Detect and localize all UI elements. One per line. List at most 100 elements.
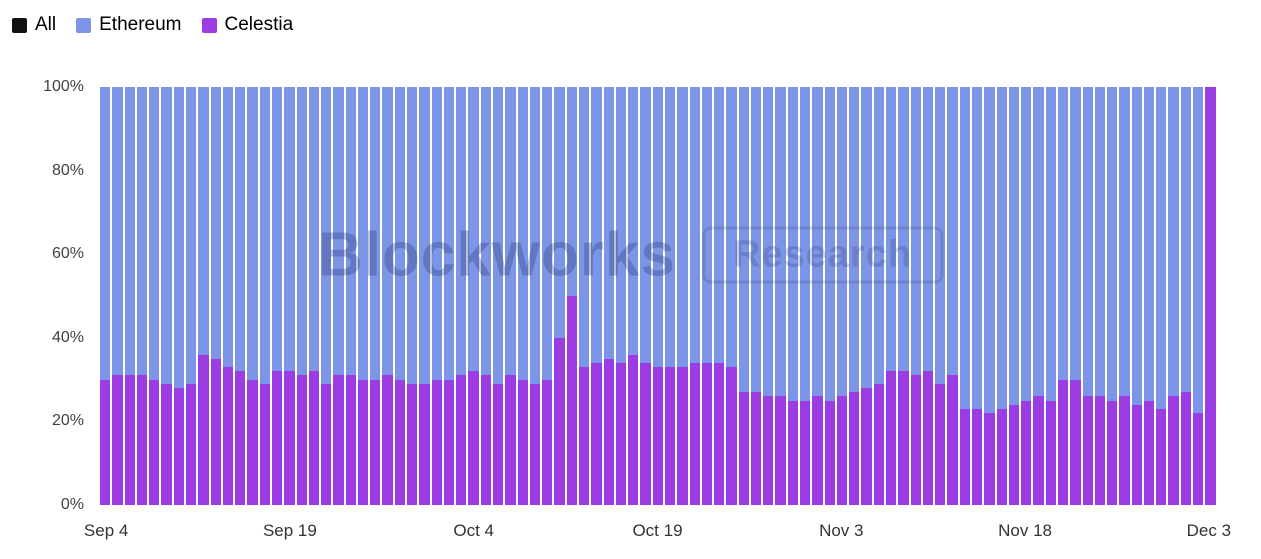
bar[interactable] [922,87,934,505]
bar[interactable] [100,87,111,505]
bar[interactable] [726,87,737,505]
bar[interactable] [456,87,467,505]
bar[interactable] [910,87,921,505]
bar[interactable] [1119,87,1130,505]
bar[interactable] [407,87,418,505]
bar[interactable] [1156,87,1167,505]
bar[interactable] [321,87,332,505]
bar[interactable] [628,87,639,505]
bar[interactable] [419,87,430,505]
bar[interactable] [603,87,614,505]
bar[interactable] [763,87,774,505]
bar[interactable] [652,87,663,505]
bar[interactable] [149,87,160,505]
bar[interactable] [1082,87,1093,505]
x-tick-label: Oct 4 [453,521,495,540]
bar[interactable] [775,87,786,505]
bar[interactable] [259,87,270,505]
bar[interactable] [542,87,553,505]
bar[interactable] [1168,87,1179,505]
bar[interactable] [873,87,884,505]
bar[interactable] [984,87,995,505]
bar[interactable] [136,87,148,505]
bar[interactable] [959,87,970,505]
bar[interactable] [222,87,234,505]
bar[interactable] [947,87,958,505]
bar-celestia-segment [456,375,467,505]
bar[interactable] [787,87,799,505]
bar[interactable] [1033,87,1044,505]
bar[interactable] [591,87,602,505]
bar[interactable] [394,87,406,505]
bar[interactable] [112,87,123,505]
legend-item-ethereum[interactable]: Ethereum [76,14,182,36]
bar[interactable] [357,87,369,505]
bar[interactable] [824,87,835,505]
bar[interactable] [566,87,577,505]
bar[interactable] [382,87,393,505]
bar[interactable] [198,87,209,505]
bar[interactable] [529,87,541,505]
bar[interactable] [971,87,983,505]
bar[interactable] [677,87,688,505]
bar[interactable] [247,87,258,505]
bar[interactable] [271,87,283,505]
legend-item-all[interactable]: All [12,14,56,36]
bar[interactable] [161,87,172,505]
bar[interactable] [1070,87,1081,505]
bar-celestia-segment [554,337,565,505]
bar[interactable] [284,87,295,505]
bar[interactable] [124,87,135,505]
bar[interactable] [1045,87,1056,505]
bar[interactable] [1107,87,1118,505]
bar-celestia-segment [775,396,786,505]
bar[interactable] [1131,87,1142,505]
bar[interactable] [1008,87,1020,505]
bar[interactable] [738,87,749,505]
bar[interactable] [812,87,823,505]
legend-item-celestia[interactable]: Celestia [201,14,293,36]
bar[interactable] [898,87,909,505]
bar[interactable] [210,87,221,505]
bar[interactable] [861,87,872,505]
bar[interactable] [578,87,590,505]
bar[interactable] [1180,87,1192,505]
bar[interactable] [1021,87,1032,505]
bar[interactable] [615,87,627,505]
bar[interactable] [996,87,1007,505]
bar[interactable] [554,87,565,505]
bar[interactable] [836,87,848,505]
bar[interactable] [750,87,762,505]
bar[interactable] [505,87,516,505]
bar[interactable] [345,87,356,505]
bar[interactable] [935,87,946,505]
bar[interactable] [800,87,811,505]
bar[interactable] [1205,87,1216,505]
bar[interactable] [370,87,381,505]
bar[interactable] [173,87,184,505]
bar[interactable] [308,87,320,505]
bar-celestia-segment [345,375,356,505]
bar[interactable] [517,87,528,505]
bar[interactable] [714,87,725,505]
bar[interactable] [493,87,504,505]
bar[interactable] [1143,87,1155,505]
bar[interactable] [480,87,491,505]
bar[interactable] [185,87,197,505]
bar[interactable] [849,87,860,505]
bar[interactable] [235,87,246,505]
bar[interactable] [664,87,676,505]
bar[interactable] [431,87,442,505]
bar[interactable] [886,87,897,505]
bar[interactable] [296,87,307,505]
bar[interactable] [689,87,700,505]
bar[interactable] [640,87,651,505]
bar[interactable] [443,87,455,505]
bar[interactable] [1193,87,1204,505]
bar[interactable] [333,87,344,505]
bar[interactable] [1057,87,1069,505]
bar[interactable] [1094,87,1106,505]
bar-celestia-segment [271,371,283,505]
bar[interactable] [701,87,713,505]
bar[interactable] [468,87,479,505]
